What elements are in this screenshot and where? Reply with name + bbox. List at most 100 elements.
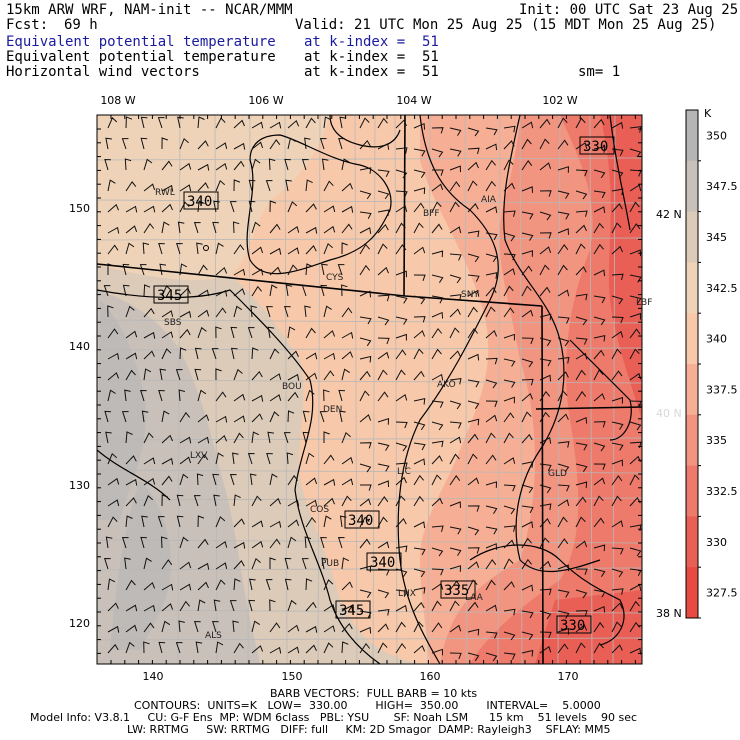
wind-barb bbox=[503, 379, 516, 388]
wind-barb bbox=[557, 337, 570, 347]
bottom-x-label: 150 bbox=[282, 670, 303, 683]
colorbar-label: 332.5 bbox=[706, 485, 738, 498]
wind-barb bbox=[337, 536, 345, 549]
wind-barb bbox=[248, 599, 256, 612]
wind-barb bbox=[503, 285, 514, 297]
wind-barb bbox=[521, 521, 534, 528]
wind-barb bbox=[557, 139, 569, 150]
wind-barb bbox=[521, 433, 533, 444]
wind-barb bbox=[175, 642, 183, 654]
wind-barb bbox=[629, 474, 640, 486]
wind-barb bbox=[197, 309, 210, 318]
station-label: LXV bbox=[190, 451, 208, 461]
wind-barb bbox=[557, 211, 570, 220]
station-label: RWL bbox=[155, 188, 175, 198]
forecast-hour: 69 h bbox=[64, 17, 98, 33]
county-line bbox=[497, 115, 501, 664]
wind-barb bbox=[197, 326, 207, 339]
wind-barb bbox=[143, 158, 153, 171]
wind-barb bbox=[611, 330, 624, 339]
wind-barb bbox=[449, 378, 462, 385]
wind-barb bbox=[611, 475, 623, 486]
wind-barb bbox=[107, 372, 120, 381]
wind-barb bbox=[395, 442, 408, 452]
wind-barb bbox=[323, 370, 335, 381]
wind-barb bbox=[485, 579, 496, 591]
wind-barb bbox=[320, 536, 327, 549]
wind-barb bbox=[197, 599, 206, 612]
wind-barb bbox=[251, 495, 262, 507]
wind-barb bbox=[575, 610, 588, 617]
wind-barb bbox=[449, 421, 462, 429]
wind-barb bbox=[575, 568, 588, 575]
wind-barb bbox=[143, 494, 154, 507]
wind-barb bbox=[197, 200, 205, 213]
wind-barb bbox=[593, 369, 604, 381]
wind-barb bbox=[413, 187, 426, 195]
barb-legend: BARB VECTORS: FULL BARB = 10 kts bbox=[270, 687, 478, 700]
wind-barb bbox=[197, 389, 207, 402]
wind-barb bbox=[593, 621, 605, 633]
wind-barb bbox=[323, 352, 336, 360]
wind-barb bbox=[339, 410, 346, 423]
wind-barb bbox=[287, 119, 300, 129]
wind-barb bbox=[105, 431, 112, 444]
wind-barb bbox=[158, 389, 165, 402]
contour-legend: CONTOURS: UNITS=K LOW= 330.00 HIGH= 350.… bbox=[134, 699, 601, 712]
wind-barb bbox=[305, 452, 315, 465]
wind-barb bbox=[503, 125, 516, 133]
wind-barb bbox=[521, 309, 534, 318]
wind-barb bbox=[611, 316, 624, 324]
wind-barb bbox=[285, 179, 292, 192]
wind-barb bbox=[161, 583, 174, 591]
wind-barb bbox=[233, 142, 246, 150]
wind-barb bbox=[485, 357, 498, 365]
wind-barb bbox=[593, 495, 604, 507]
valid-time: Valid: 21 UTC Mon 25 Aug 25 (15 MDT Mon … bbox=[295, 17, 717, 33]
wind-barb bbox=[305, 516, 317, 528]
wind-barb bbox=[503, 581, 515, 591]
wind-barb bbox=[197, 562, 210, 570]
wind-barb bbox=[485, 604, 498, 612]
wind-barb bbox=[338, 137, 345, 150]
wind-barb bbox=[125, 369, 136, 381]
wind-barb bbox=[215, 562, 228, 570]
wind-barb bbox=[377, 480, 389, 488]
county-line bbox=[589, 115, 593, 664]
wind-barb bbox=[521, 461, 534, 468]
wind-barb bbox=[179, 473, 189, 486]
wind-barb bbox=[395, 333, 407, 341]
wind-barb bbox=[593, 605, 606, 613]
wind-barb bbox=[413, 587, 426, 594]
wind-barb bbox=[305, 578, 313, 591]
wind-barb bbox=[629, 126, 642, 133]
wind-barb bbox=[359, 516, 370, 528]
wind-barb bbox=[503, 210, 516, 217]
wind-barb bbox=[575, 624, 588, 633]
station-label: AIA bbox=[481, 195, 497, 205]
wind-barb bbox=[121, 411, 129, 423]
wind-barb bbox=[521, 138, 532, 150]
wind-barb bbox=[197, 538, 209, 549]
wind-barb bbox=[503, 358, 516, 367]
wind-barb bbox=[339, 116, 346, 129]
wind-barb bbox=[305, 226, 318, 234]
wind-barb bbox=[503, 333, 515, 341]
wind-barb bbox=[593, 568, 606, 577]
wind-barb bbox=[157, 117, 165, 129]
wind-barb bbox=[305, 245, 317, 255]
field-level-1: at k-index = 51 bbox=[304, 34, 439, 50]
wind-barb bbox=[485, 180, 496, 192]
wind-barb bbox=[179, 536, 189, 549]
wind-barb bbox=[593, 146, 606, 153]
wind-barb bbox=[215, 326, 222, 339]
wind-barb bbox=[323, 389, 330, 402]
wind-barb bbox=[611, 396, 624, 404]
wind-barb bbox=[629, 223, 641, 234]
wind-barb bbox=[251, 431, 260, 444]
wind-barb bbox=[467, 379, 480, 388]
wind-barb bbox=[305, 389, 315, 402]
wind-barb bbox=[377, 589, 390, 599]
wind-barb bbox=[305, 327, 316, 339]
wind-barb bbox=[319, 137, 327, 150]
